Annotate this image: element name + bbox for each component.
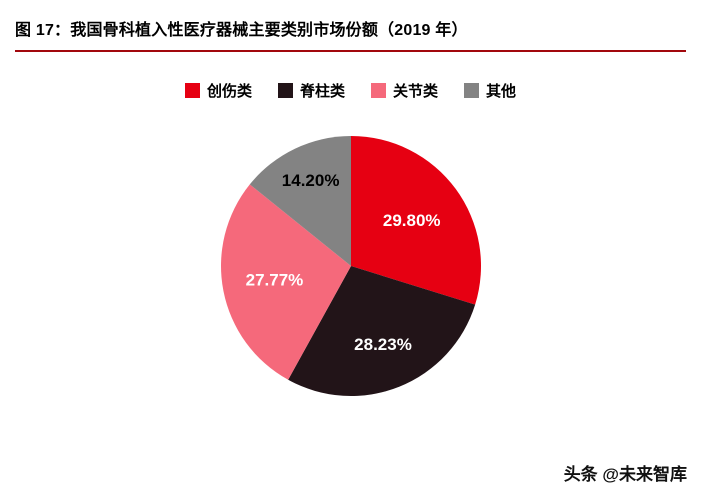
legend-label-spine: 脊柱类 — [299, 83, 345, 100]
watermark: 头条 @未来智库 — [563, 465, 687, 484]
legend-item-other: 其他 — [464, 80, 516, 101]
pie-slice-label: 27.77% — [245, 271, 303, 290]
legend-item-trauma: 创伤类 — [184, 80, 252, 101]
legend-swatch-other — [464, 83, 480, 98]
pie-slice-关节类 — [220, 184, 351, 380]
pie-slice-label: 29.80% — [382, 211, 440, 230]
legend-item-joint: 关节类 — [371, 80, 438, 101]
legend-item-spine: 脊柱类 — [277, 80, 345, 101]
legend-label-trauma: 创伤类 — [206, 83, 252, 100]
pie-slice-创伤类 — [350, 136, 481, 305]
chart-area: 29.80% 28.23% 27.77% 14.20% — [0, 131, 701, 401]
legend-swatch-joint — [371, 83, 386, 98]
pie-slice-其他 — [249, 136, 351, 266]
pie-slice-label: 28.23% — [354, 335, 412, 354]
pie-slice-label: 14.20% — [281, 171, 339, 190]
title-rule — [15, 50, 686, 52]
pie-slice-脊柱类 — [287, 266, 475, 396]
pie-svg: 29.80% 28.23% 27.77% 14.20% — [220, 136, 481, 396]
legend-swatch-spine — [277, 83, 293, 98]
figure-title: 图 17：我国骨科植入性医疗器械主要类别市场份额（2019 年） — [15, 22, 468, 39]
legend-label-other: 其他 — [486, 83, 517, 100]
legend-label-joint: 关节类 — [393, 83, 439, 100]
figure-header: 图 17：我国骨科植入性医疗器械主要类别市场份额（2019 年） — [0, 0, 701, 40]
chart-legend: 创伤类 脊柱类 关节类 其他 — [0, 80, 701, 101]
legend-swatch-trauma — [184, 83, 200, 98]
